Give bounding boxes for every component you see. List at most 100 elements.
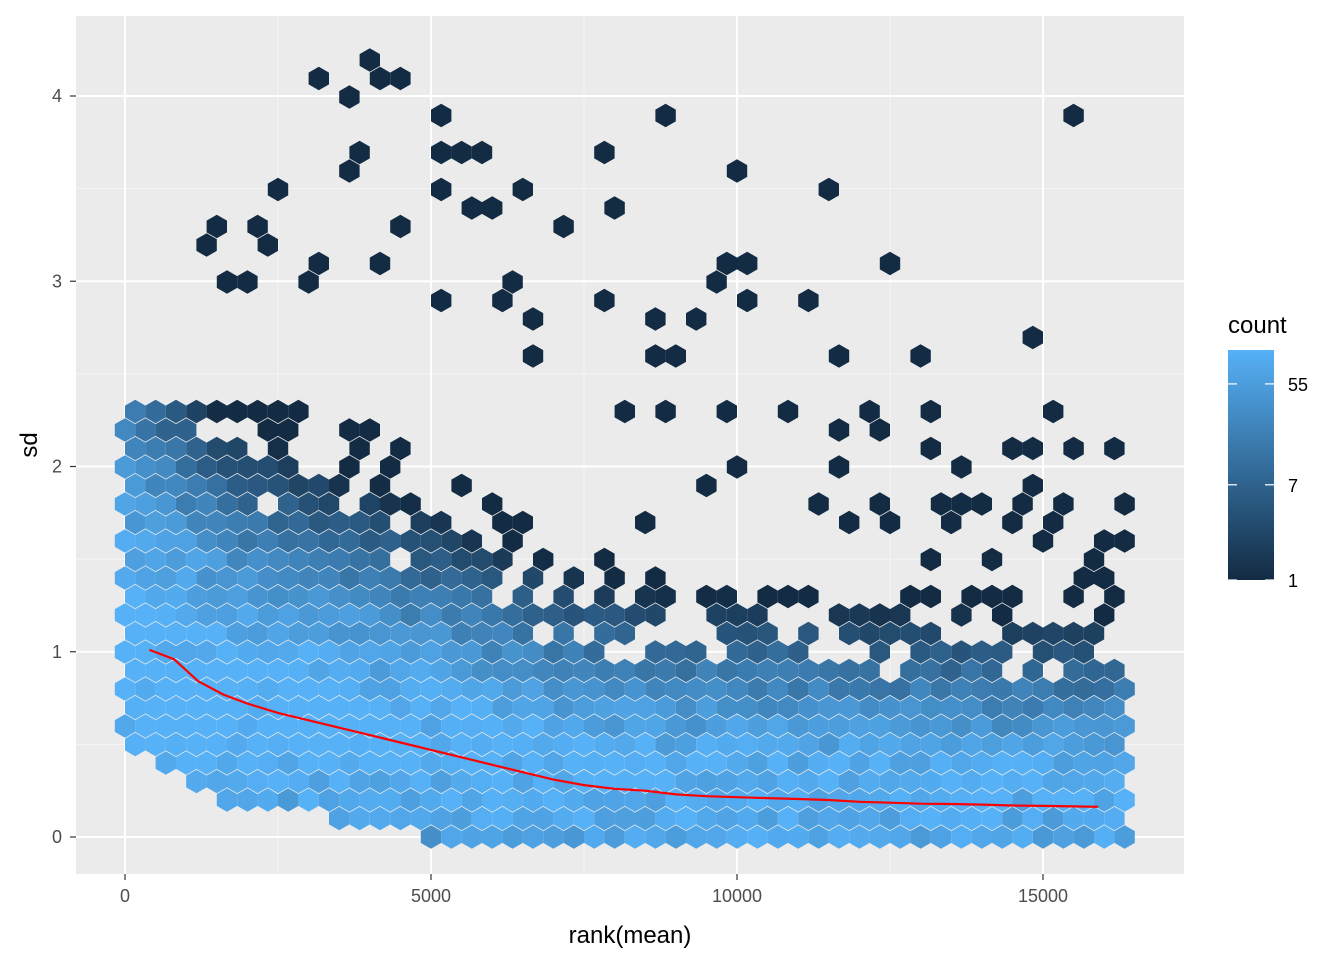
hexbin-cell <box>614 806 635 831</box>
hexbin-cell <box>757 695 778 720</box>
hexbin-cell <box>349 510 370 535</box>
hexbin-cell <box>890 677 911 701</box>
hexbin-cell <box>329 806 350 831</box>
hexbin-cell <box>247 399 268 424</box>
hexbin-cell <box>767 640 788 664</box>
hexbin-cell <box>216 640 238 664</box>
hexbin-cell <box>1022 436 1043 461</box>
hexbin-cell <box>706 677 727 701</box>
hexbin-cell <box>165 584 187 609</box>
hexbin-cell <box>278 677 299 701</box>
hexbin-cell <box>125 473 146 498</box>
hexbin-cell <box>288 621 309 646</box>
hexbin-cell <box>512 510 533 535</box>
hexbin-cell <box>553 732 574 757</box>
hexbin-cell <box>869 788 890 812</box>
hexbin-cell <box>614 621 635 646</box>
hexbin-cell <box>706 751 727 775</box>
hexbin-cell <box>686 307 707 331</box>
hexbin-cell <box>298 566 319 590</box>
hexbin-cell <box>257 418 278 442</box>
hexbin-cell <box>227 436 248 461</box>
hexbin-cell <box>512 658 533 683</box>
hexbin-cell <box>349 732 370 757</box>
hexbin-cell <box>635 732 656 757</box>
hexbin-cell <box>686 714 707 738</box>
hexbin-cell <box>971 751 992 775</box>
hexbin-cell <box>777 695 799 720</box>
hexbin-cell <box>890 603 911 627</box>
hexbin-cell <box>604 603 625 627</box>
hexbin-cell <box>533 547 554 572</box>
hexbin-cell <box>329 473 350 498</box>
hexbin-cell <box>951 714 972 738</box>
hexbin-cell <box>747 825 768 849</box>
hexbin-cell <box>584 751 605 775</box>
hexbin-cell <box>471 621 493 646</box>
hexbin-cell <box>451 806 472 831</box>
hexbin-cell <box>604 714 625 738</box>
hexbin-cell <box>318 640 340 664</box>
hexbin-cell <box>686 677 707 701</box>
hexbin-cell <box>369 251 391 276</box>
hexbin-cell <box>1053 751 1074 775</box>
hexbin-cell <box>971 714 992 738</box>
hexbin-cell <box>614 658 635 683</box>
hexbin-cell <box>237 788 258 812</box>
hexbin-cell <box>369 658 391 683</box>
hexbin-cell <box>237 677 258 701</box>
hexbin-cell <box>930 825 952 849</box>
hexbin-cell <box>145 621 166 646</box>
hexbin-cell <box>1053 492 1074 516</box>
hexbin-cell <box>380 492 401 516</box>
hexbin-cell <box>686 825 707 849</box>
hexbin-cell <box>726 751 748 775</box>
hexbin-cell <box>788 751 809 775</box>
hexbin-cell <box>380 529 401 553</box>
hexbin-cell <box>329 547 350 572</box>
hexbin-cell <box>920 621 941 646</box>
hexbin-cell <box>737 732 758 757</box>
hexbin-cell <box>502 825 523 849</box>
hexbin-cell <box>1073 677 1094 701</box>
hexbin-cell <box>492 510 513 535</box>
hexbin-cell <box>482 825 503 849</box>
hexbin-cell <box>227 658 248 683</box>
hexbin-cell <box>492 695 513 720</box>
hexbin-cell <box>390 769 411 794</box>
hexbin-cell <box>655 769 676 794</box>
hexbin-cell <box>614 732 635 757</box>
hexbin-cell <box>114 714 136 738</box>
hexbin-cell <box>369 806 391 831</box>
hexbin-cell <box>298 270 319 294</box>
hexbin-cell <box>186 695 207 720</box>
hexbin-cell <box>145 547 166 572</box>
hexbin-cell <box>930 492 952 516</box>
hexbin-cell <box>930 714 952 738</box>
hexbin-cell <box>390 584 411 609</box>
hexbin-cell <box>278 492 299 516</box>
hexbin-cell <box>573 732 595 757</box>
hexbin-cell <box>196 492 217 516</box>
hexbin-cell <box>951 751 972 775</box>
hexbin-cell <box>951 825 972 849</box>
hexbin-cell <box>900 658 921 683</box>
hexbin-cell <box>737 251 758 276</box>
hexbin-cell <box>757 584 778 609</box>
hexbin-cell <box>522 566 544 590</box>
hexbin-cell <box>879 621 901 646</box>
hexbin-cell <box>410 547 431 572</box>
hexbin-cell <box>594 732 615 757</box>
hexbin-cell <box>471 584 493 609</box>
hexbin-cell <box>522 603 544 627</box>
hexbin-cell <box>298 677 319 701</box>
hexbin-cell <box>890 788 911 812</box>
hexbin-cell <box>471 658 493 683</box>
hexbin-cell <box>777 399 799 424</box>
hexbin-cell <box>114 529 136 553</box>
hexbin-cell <box>431 658 452 683</box>
hexbin-cell <box>410 769 431 794</box>
hexbin-cell <box>1012 825 1033 849</box>
hexbin-cell <box>420 529 442 553</box>
hexbin-cell <box>237 566 258 590</box>
